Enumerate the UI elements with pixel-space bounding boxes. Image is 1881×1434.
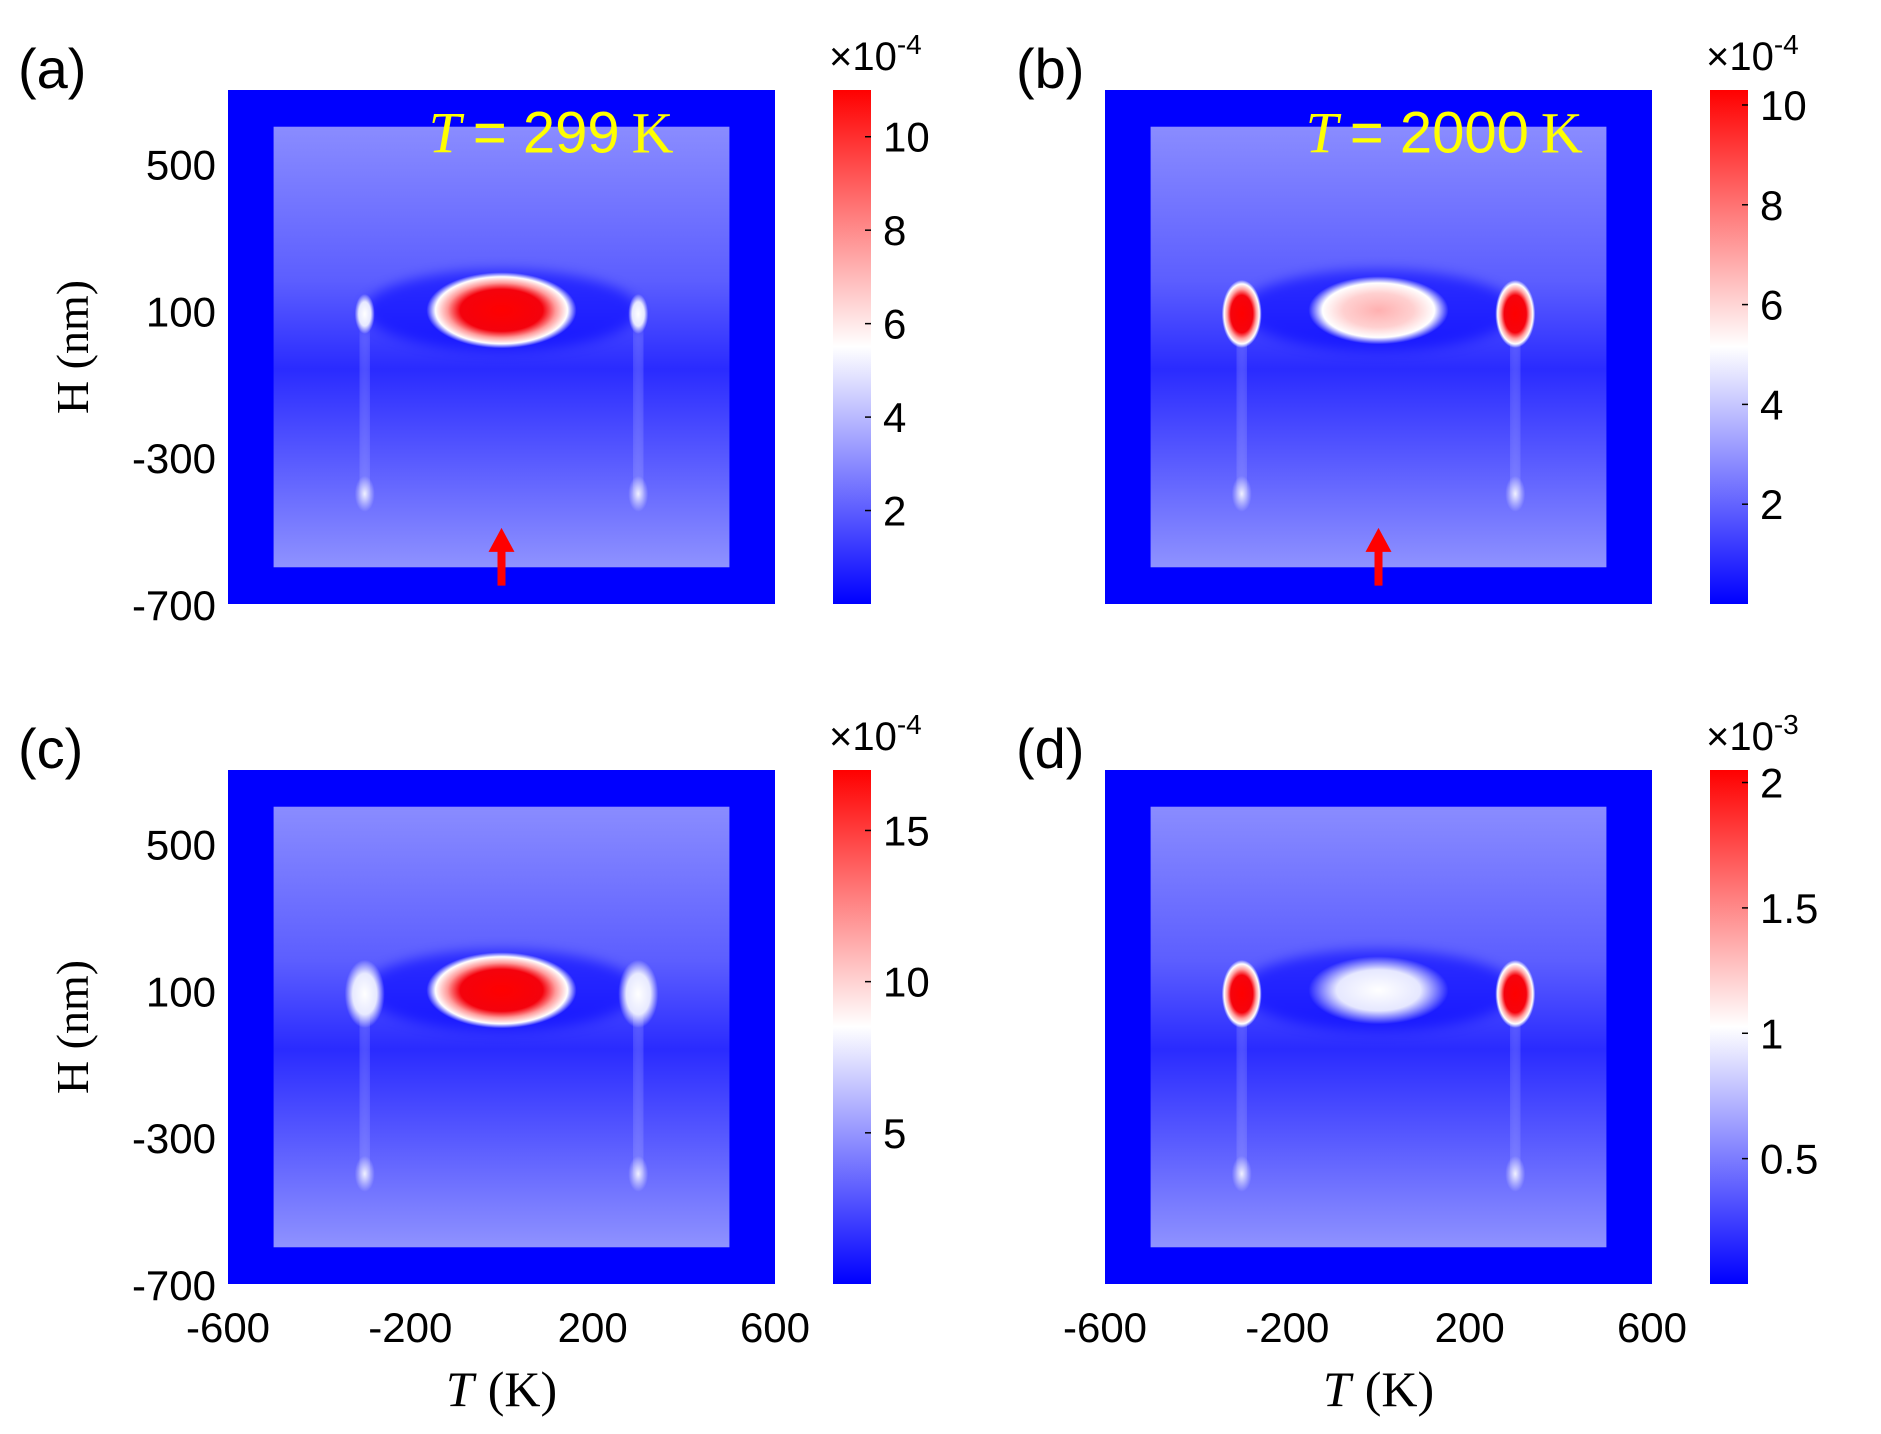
colorbar-tick-label: 4 bbox=[883, 394, 906, 441]
heatmap-streak bbox=[635, 1008, 642, 1174]
panel-d: (d) -600 -200 200 600 T (K) 2 1.5 1 0.5 ×10-3 bbox=[1016, 709, 1818, 1417]
y-axis-label: H (nm) bbox=[47, 960, 98, 1094]
center-hotspot bbox=[1308, 956, 1449, 1025]
colorbar bbox=[833, 770, 871, 1284]
y-tick-label: 100 bbox=[146, 288, 216, 335]
y-tick-label: -700 bbox=[132, 1262, 216, 1309]
colorbar-tick-label: 15 bbox=[883, 807, 930, 854]
heatmap-streak-end bbox=[1505, 1155, 1526, 1192]
y-tick-label: -300 bbox=[132, 1115, 216, 1162]
colorbar-tick-label: 6 bbox=[883, 301, 906, 348]
side-hotspot bbox=[1495, 279, 1536, 348]
temperature-annotation: T = 299 K bbox=[429, 100, 674, 165]
arrow-head bbox=[1365, 527, 1392, 552]
y-tick-label: 100 bbox=[146, 968, 216, 1015]
x-tick-label: -200 bbox=[368, 1304, 452, 1351]
y-tick-label: 500 bbox=[146, 821, 216, 868]
heatmap-streak bbox=[361, 1008, 368, 1174]
x-tick-label: 200 bbox=[1435, 1304, 1505, 1351]
x-tick-label: -600 bbox=[1063, 1304, 1147, 1351]
heatmap-streak bbox=[1512, 1008, 1519, 1174]
center-hotspot bbox=[1308, 276, 1449, 345]
y-tick-label: 500 bbox=[146, 141, 216, 188]
y-axis-label: H (nm) bbox=[47, 280, 98, 414]
x-tick-label: -200 bbox=[1245, 1304, 1329, 1351]
panel-label: (a) bbox=[18, 37, 86, 100]
side-hotspot bbox=[354, 293, 375, 334]
colorbar-multiplier: ×10-4 bbox=[1706, 29, 1799, 79]
colorbar-tick-label: 2 bbox=[1760, 481, 1783, 528]
colorbar-tick-label: 10 bbox=[1760, 82, 1807, 129]
heatmap-streak-end bbox=[628, 475, 649, 512]
side-hotspot bbox=[1221, 279, 1262, 348]
heatmap-streak bbox=[1238, 328, 1245, 494]
heatmap-streak-end bbox=[628, 1155, 649, 1192]
heatmap-streak bbox=[1238, 1008, 1245, 1174]
colorbar-tick-label: 4 bbox=[1760, 381, 1783, 428]
heatmap-streak bbox=[361, 328, 368, 494]
side-hotspot bbox=[618, 959, 659, 1028]
heatmap-streak bbox=[635, 328, 642, 494]
side-hotspot bbox=[628, 293, 649, 334]
colorbar-tick-label: 2 bbox=[1760, 760, 1783, 807]
side-hotspot bbox=[344, 959, 385, 1028]
x-tick-label: -600 bbox=[186, 1304, 270, 1351]
center-hotspot bbox=[426, 952, 577, 1029]
colorbar-tick-label: 8 bbox=[1760, 182, 1783, 229]
colorbar bbox=[1710, 770, 1748, 1284]
colorbar-tick-label: 10 bbox=[883, 114, 930, 161]
heatmap-streak-end bbox=[1505, 475, 1526, 512]
heatmap-streak bbox=[1512, 328, 1519, 494]
colorbar-tick-label: 1.5 bbox=[1760, 885, 1818, 932]
temperature-annotation: T = 2000 K bbox=[1306, 100, 1583, 165]
heatmap-streak-end bbox=[354, 475, 375, 512]
panel-c: (c) 500 100 -300 -700 H (nm) -600 -200 200 600 T (K… bbox=[18, 709, 930, 1417]
x-tick-label: 600 bbox=[1617, 1304, 1687, 1351]
arrow-head bbox=[488, 527, 515, 552]
heatmap-streak-end bbox=[1231, 1155, 1252, 1192]
panel-label: (b) bbox=[1016, 37, 1084, 100]
center-hotspot bbox=[426, 272, 577, 349]
colorbar-tick-label: 6 bbox=[1760, 282, 1783, 329]
heatmap-streak-end bbox=[1231, 475, 1252, 512]
panel-label: (c) bbox=[18, 717, 83, 780]
heatmap-streak-end bbox=[354, 1155, 375, 1192]
colorbar-tick-label: 1 bbox=[1760, 1010, 1783, 1057]
panel-a: (a) T = 299 K 500 100 -300 -700 H (nm) 10 8 6 4 2 ×10-… bbox=[18, 29, 930, 629]
colorbar bbox=[1710, 90, 1748, 604]
colorbar-tick-label: 10 bbox=[883, 959, 930, 1006]
y-tick-label: -700 bbox=[132, 582, 216, 629]
colorbar-tick-label: 0.5 bbox=[1760, 1136, 1818, 1183]
colorbar-tick-label: 8 bbox=[883, 207, 906, 254]
x-tick-label: 200 bbox=[558, 1304, 628, 1351]
x-tick-label: 600 bbox=[740, 1304, 810, 1351]
colorbar-multiplier: ×10-4 bbox=[829, 29, 922, 79]
colorbar-tick-label: 2 bbox=[883, 488, 906, 535]
x-axis-label: T (K) bbox=[446, 1361, 557, 1417]
colorbar-multiplier: ×10-3 bbox=[1706, 709, 1799, 759]
colorbar-tick-label: 5 bbox=[883, 1110, 906, 1157]
side-hotspot bbox=[1221, 959, 1262, 1028]
y-tick-label: -300 bbox=[132, 435, 216, 482]
x-axis-label: T (K) bbox=[1323, 1361, 1434, 1417]
panel-label: (d) bbox=[1016, 717, 1084, 780]
colorbar bbox=[833, 90, 871, 604]
side-hotspot bbox=[1495, 959, 1536, 1028]
panel-b: (b) T = 2000 K 10 8 6 4 2 ×10-4 bbox=[1016, 29, 1807, 604]
colorbar-multiplier: ×10-4 bbox=[829, 709, 922, 759]
